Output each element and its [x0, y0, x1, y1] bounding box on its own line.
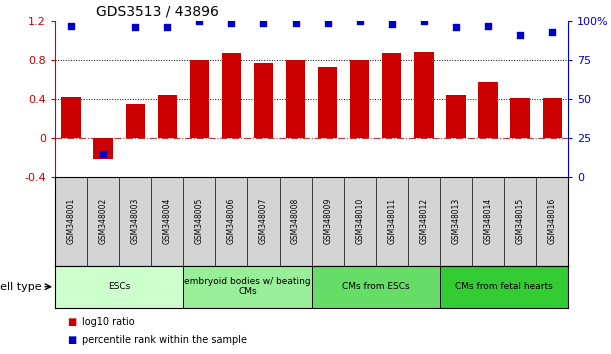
Bar	[55, 266, 183, 308]
Bar	[414, 52, 433, 138]
Text: GDS3513 / 43896: GDS3513 / 43896	[96, 5, 219, 19]
Text: embryoid bodies w/ beating
CMs: embryoid bodies w/ beating CMs	[184, 277, 311, 296]
Text: cell type: cell type	[0, 282, 42, 292]
Point	[227, 20, 236, 25]
Bar	[382, 53, 401, 138]
Text: ■: ■	[67, 335, 76, 345]
Text: ■: ■	[67, 317, 76, 327]
Text: GSM348014: GSM348014	[483, 198, 492, 244]
Bar	[543, 98, 562, 138]
Point	[355, 18, 365, 24]
Bar	[126, 104, 145, 138]
Bar	[446, 95, 466, 138]
Point	[258, 20, 268, 25]
Bar	[158, 95, 177, 138]
Point	[163, 25, 172, 30]
Bar	[318, 67, 337, 138]
Point	[547, 29, 557, 35]
Text: GSM348002: GSM348002	[98, 198, 108, 244]
Bar	[440, 266, 568, 308]
Text: GSM348010: GSM348010	[355, 198, 364, 244]
Point	[387, 22, 397, 27]
Text: CMs from fetal hearts: CMs from fetal hearts	[455, 282, 553, 291]
Point	[130, 25, 140, 30]
Text: GSM348004: GSM348004	[163, 198, 172, 245]
Point	[419, 18, 429, 24]
Point	[323, 20, 332, 25]
Point	[194, 18, 204, 24]
Text: GSM348001: GSM348001	[67, 198, 76, 244]
Text: GSM348008: GSM348008	[291, 198, 300, 244]
Text: GSM348013: GSM348013	[452, 198, 461, 244]
Text: ESCs: ESCs	[108, 282, 130, 291]
Text: GSM348016: GSM348016	[547, 198, 557, 244]
Point	[483, 23, 493, 29]
Bar	[190, 60, 209, 138]
Bar	[254, 63, 273, 138]
Text: GSM348007: GSM348007	[259, 198, 268, 245]
Point	[66, 23, 76, 29]
Bar	[286, 60, 305, 138]
Point	[98, 151, 108, 156]
Bar	[183, 266, 312, 308]
Text: percentile rank within the sample: percentile rank within the sample	[82, 335, 247, 345]
Bar	[350, 60, 369, 138]
Bar	[222, 53, 241, 138]
Text: GSM348012: GSM348012	[419, 198, 428, 244]
Bar	[312, 266, 440, 308]
Text: GSM348015: GSM348015	[516, 198, 525, 244]
Point	[291, 20, 301, 25]
Bar	[478, 81, 497, 138]
Point	[451, 25, 461, 30]
Text: GSM348009: GSM348009	[323, 198, 332, 245]
Bar	[93, 138, 113, 159]
Text: GSM348011: GSM348011	[387, 198, 397, 244]
Text: GSM348006: GSM348006	[227, 198, 236, 245]
Text: CMs from ESCs: CMs from ESCs	[342, 282, 409, 291]
Text: log10 ratio: log10 ratio	[82, 317, 135, 327]
Bar	[511, 98, 530, 138]
Bar	[61, 97, 81, 138]
Point	[515, 33, 525, 38]
Text: GSM348003: GSM348003	[131, 198, 140, 245]
Text: GSM348005: GSM348005	[195, 198, 204, 245]
